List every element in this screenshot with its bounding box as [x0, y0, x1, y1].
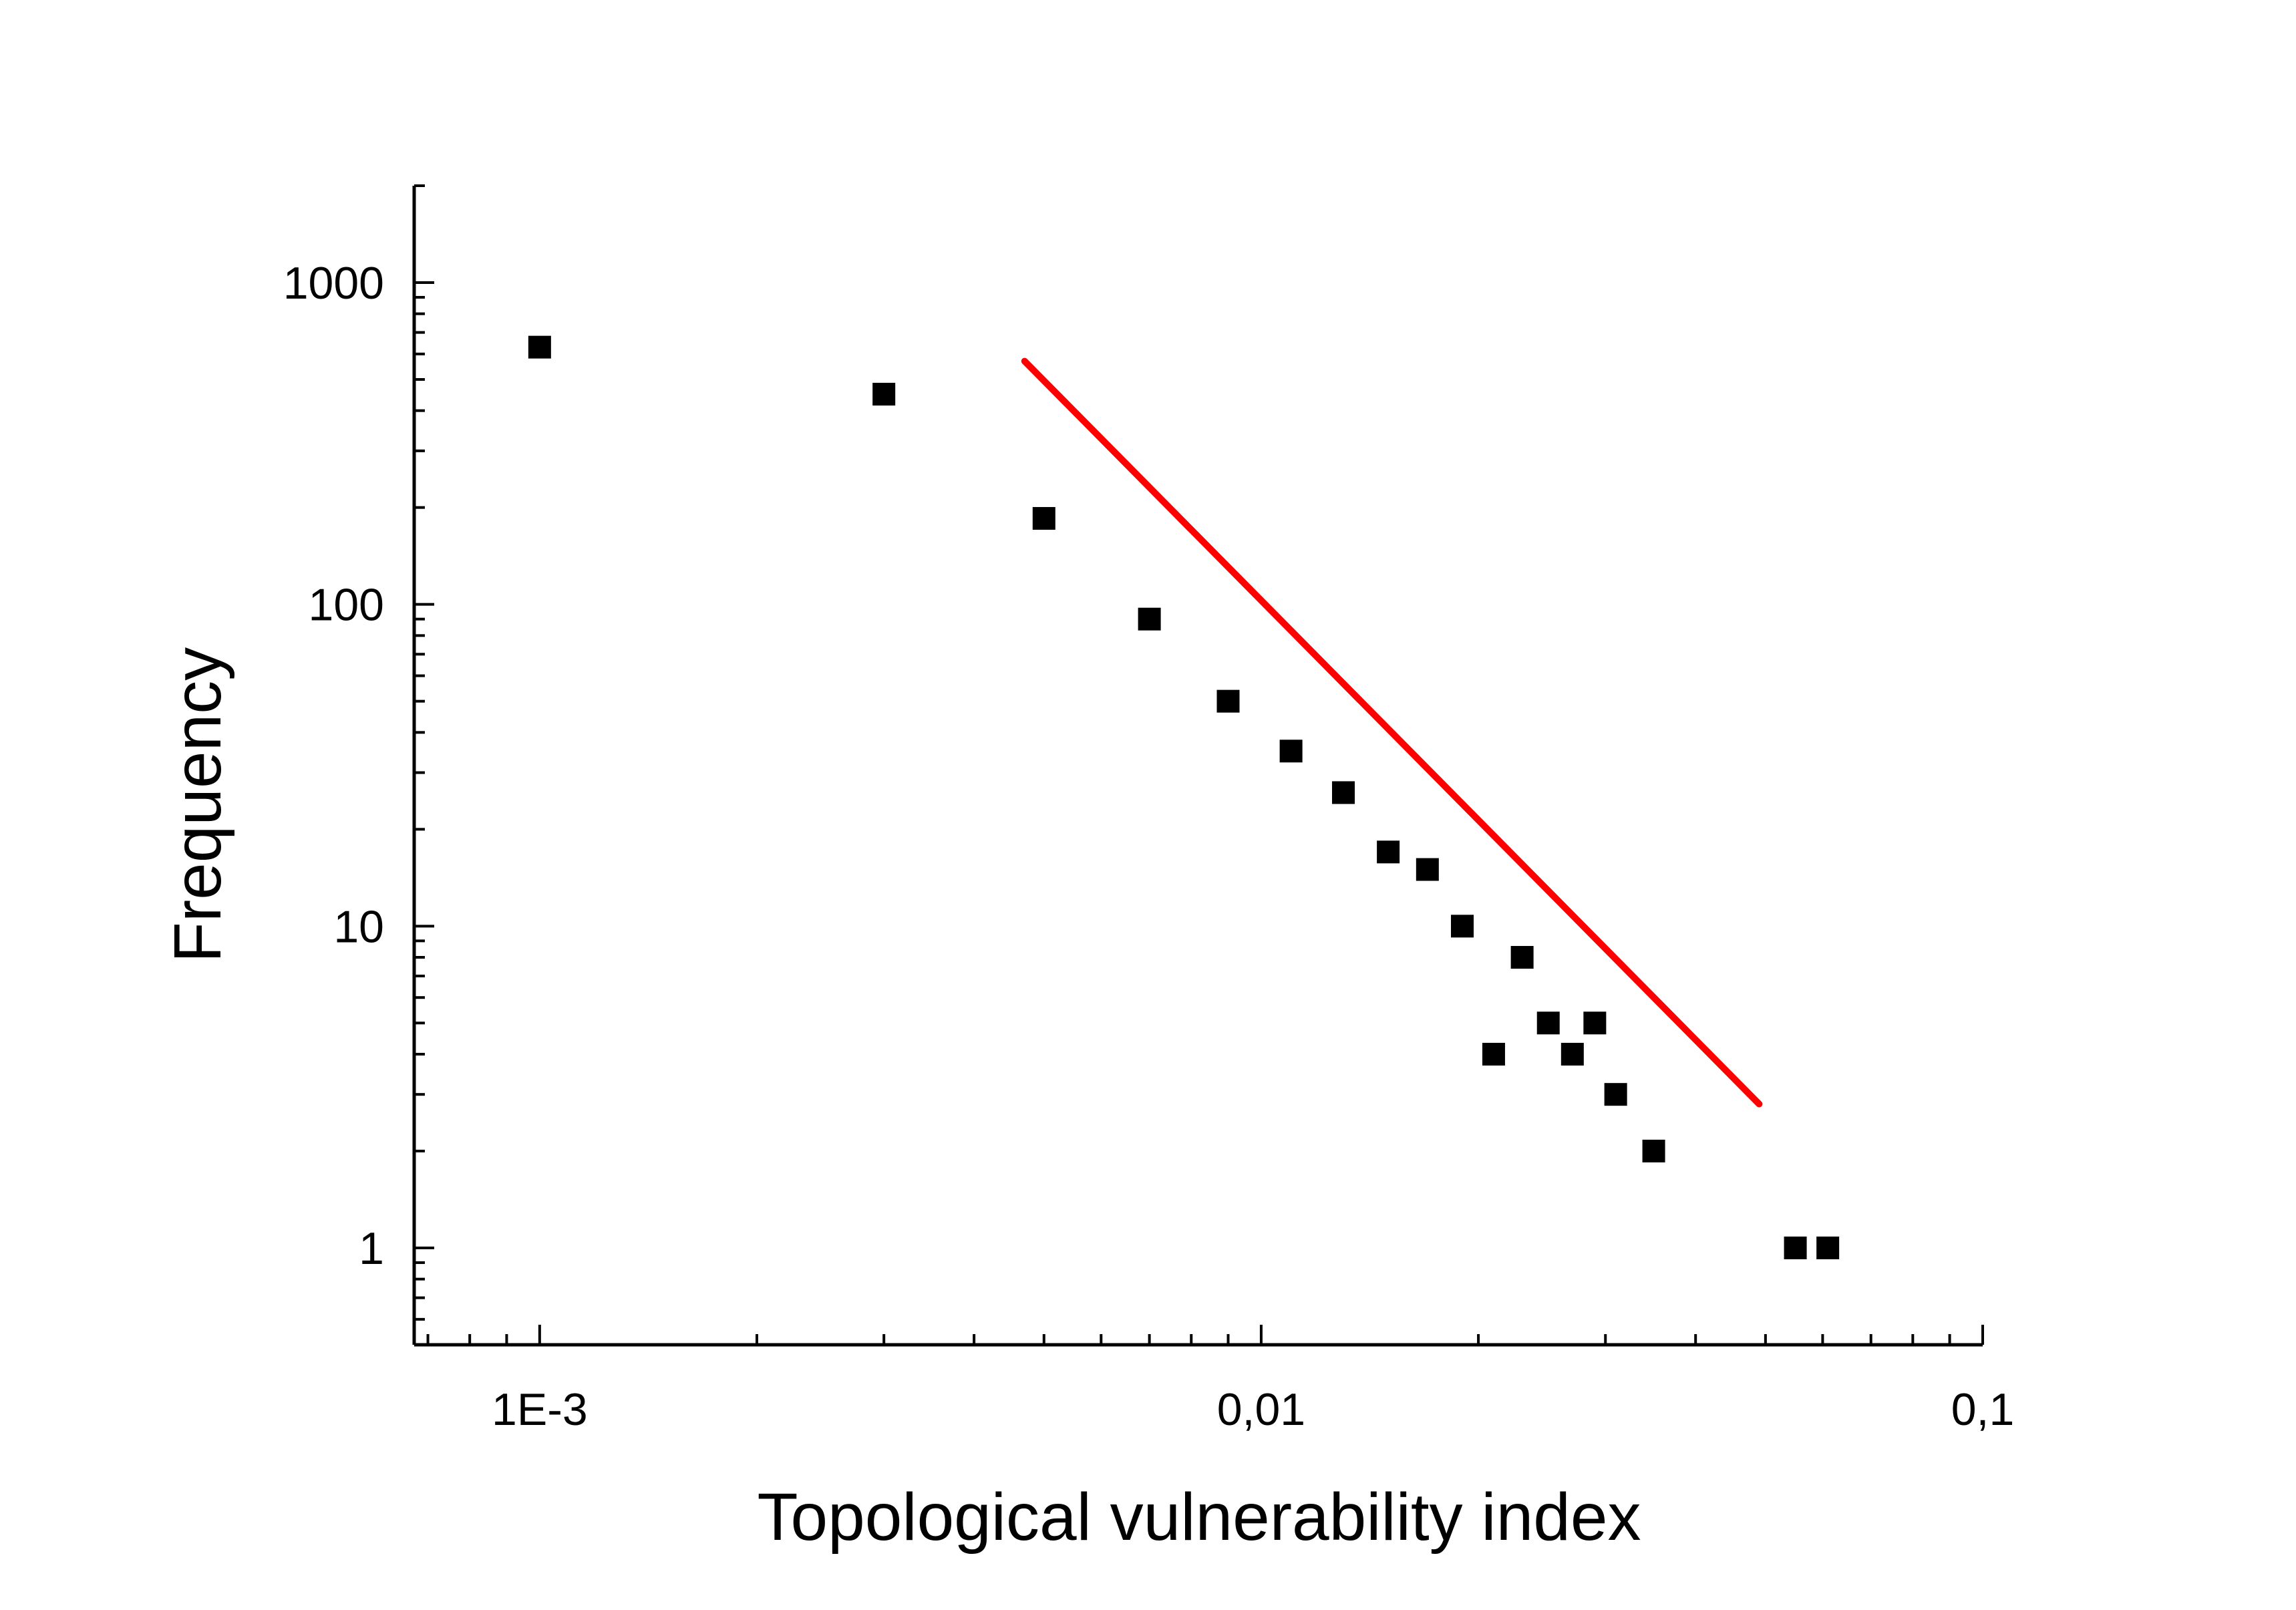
x-tick-label: 1E-3 — [492, 1384, 588, 1435]
data-point — [1583, 1011, 1607, 1035]
x-tick-label: 0,01 — [1217, 1384, 1305, 1435]
data-point — [872, 383, 896, 406]
y-tick-label: 100 — [309, 580, 384, 631]
data-point — [1482, 1043, 1505, 1066]
axes — [412, 184, 1984, 1347]
data-point — [1642, 1140, 1665, 1163]
data-point — [1032, 506, 1055, 530]
data-point — [1279, 740, 1303, 763]
data-point — [1816, 1237, 1840, 1260]
x-tick-label: 0,1 — [1951, 1384, 2015, 1435]
data-point — [1416, 858, 1439, 881]
data-point — [1604, 1083, 1627, 1106]
data-point — [1561, 1043, 1584, 1066]
data-point — [528, 335, 551, 359]
data-point — [1784, 1237, 1807, 1260]
tick-labels-layer: 1E-3 0,01 0,1 1 10 100 1000 — [283, 258, 2015, 1435]
y-axis-title: Frequency — [160, 647, 235, 963]
data-point — [1216, 689, 1240, 713]
data-point — [1536, 1011, 1560, 1035]
y-tick-label: 10 — [333, 901, 384, 952]
y-tick-label: 1 — [359, 1223, 384, 1274]
fit-line-layer — [1021, 357, 1763, 1108]
data-point — [1138, 607, 1161, 631]
data-point — [1451, 915, 1474, 938]
data-point — [1510, 946, 1534, 969]
data-point — [1331, 781, 1355, 804]
data-point — [1377, 840, 1400, 864]
power-law-fit-line — [1021, 357, 1763, 1108]
x-axis-title: Topological vulnerability index — [758, 1480, 1641, 1555]
y-tick-label: 1000 — [283, 258, 384, 309]
data-points-layer — [528, 335, 1840, 1260]
